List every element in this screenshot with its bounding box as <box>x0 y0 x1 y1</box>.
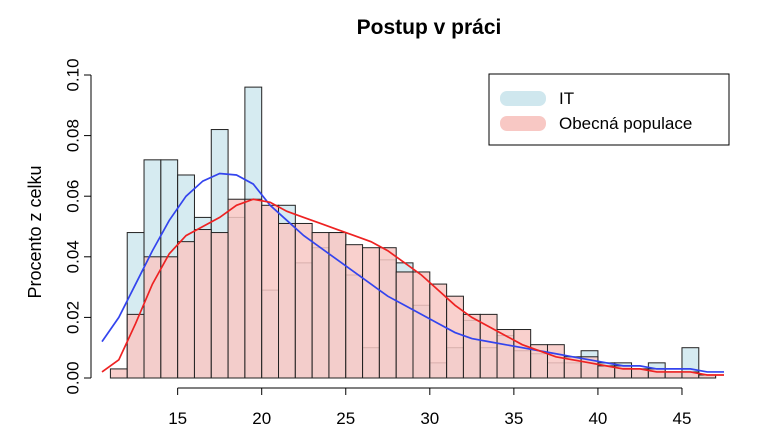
y-tick-label: 0.02 <box>63 301 82 334</box>
general-population-bar <box>261 204 280 379</box>
general-population-bar <box>193 229 212 379</box>
x-tick-label: 15 <box>168 409 187 428</box>
general-population-bar <box>294 222 313 379</box>
general-population-bar <box>244 198 263 379</box>
general-population-bar <box>412 271 431 379</box>
chart-title: Postup v práci <box>357 16 502 39</box>
legend-swatch-it <box>500 91 546 106</box>
general-population-bar <box>328 232 347 379</box>
general-population-bars-series <box>109 198 717 379</box>
general-population-bar <box>345 244 364 379</box>
x-tick-label: 40 <box>588 409 607 428</box>
general-population-bar <box>227 198 246 379</box>
general-population-bar <box>311 232 330 379</box>
general-population-bar <box>513 329 532 379</box>
y-tick-label: 0.06 <box>63 180 82 213</box>
general-population-bar <box>462 313 481 379</box>
x-tick-label: 25 <box>336 409 355 428</box>
general-population-bar <box>177 241 195 379</box>
x-tick-label: 20 <box>252 409 271 428</box>
y-tick-label: 0.00 <box>63 361 82 394</box>
y-tick-label: 0.04 <box>63 240 82 273</box>
x-tick-label: 45 <box>673 409 692 428</box>
x-tick-label: 35 <box>504 409 523 428</box>
it-density-curve <box>101 172 724 373</box>
general-population-density-curve <box>101 198 724 376</box>
y-axis: 0.00 0.02 0.04 0.06 0.08 0.10 <box>63 58 92 395</box>
general-population-bar <box>109 368 128 379</box>
y-tick-label: 0.10 <box>63 58 82 91</box>
legend-label-general-population: Obecná populace <box>559 114 692 133</box>
y-axis-label: Procento z celku <box>25 165 45 298</box>
general-population-bar <box>496 329 515 379</box>
general-population-bar <box>210 232 229 379</box>
legend-box <box>488 73 730 146</box>
general-population-bar <box>429 283 448 379</box>
legend: IT Obecná populace <box>488 73 730 146</box>
general-population-bar <box>362 247 380 379</box>
y-tick-label: 0.08 <box>63 119 82 152</box>
general-population-bar <box>395 271 414 379</box>
x-axis: 15 20 25 30 35 40 45 <box>168 387 692 428</box>
general-population-bar <box>378 247 397 379</box>
x-tick-label: 30 <box>420 409 439 428</box>
general-population-bar <box>160 256 179 379</box>
general-population-bar <box>664 371 683 379</box>
legend-label-it: IT <box>559 89 574 108</box>
general-population-bar <box>446 295 464 379</box>
general-population-bar <box>278 222 296 379</box>
legend-swatch-general-population <box>500 116 546 131</box>
general-population-bar <box>546 344 565 379</box>
